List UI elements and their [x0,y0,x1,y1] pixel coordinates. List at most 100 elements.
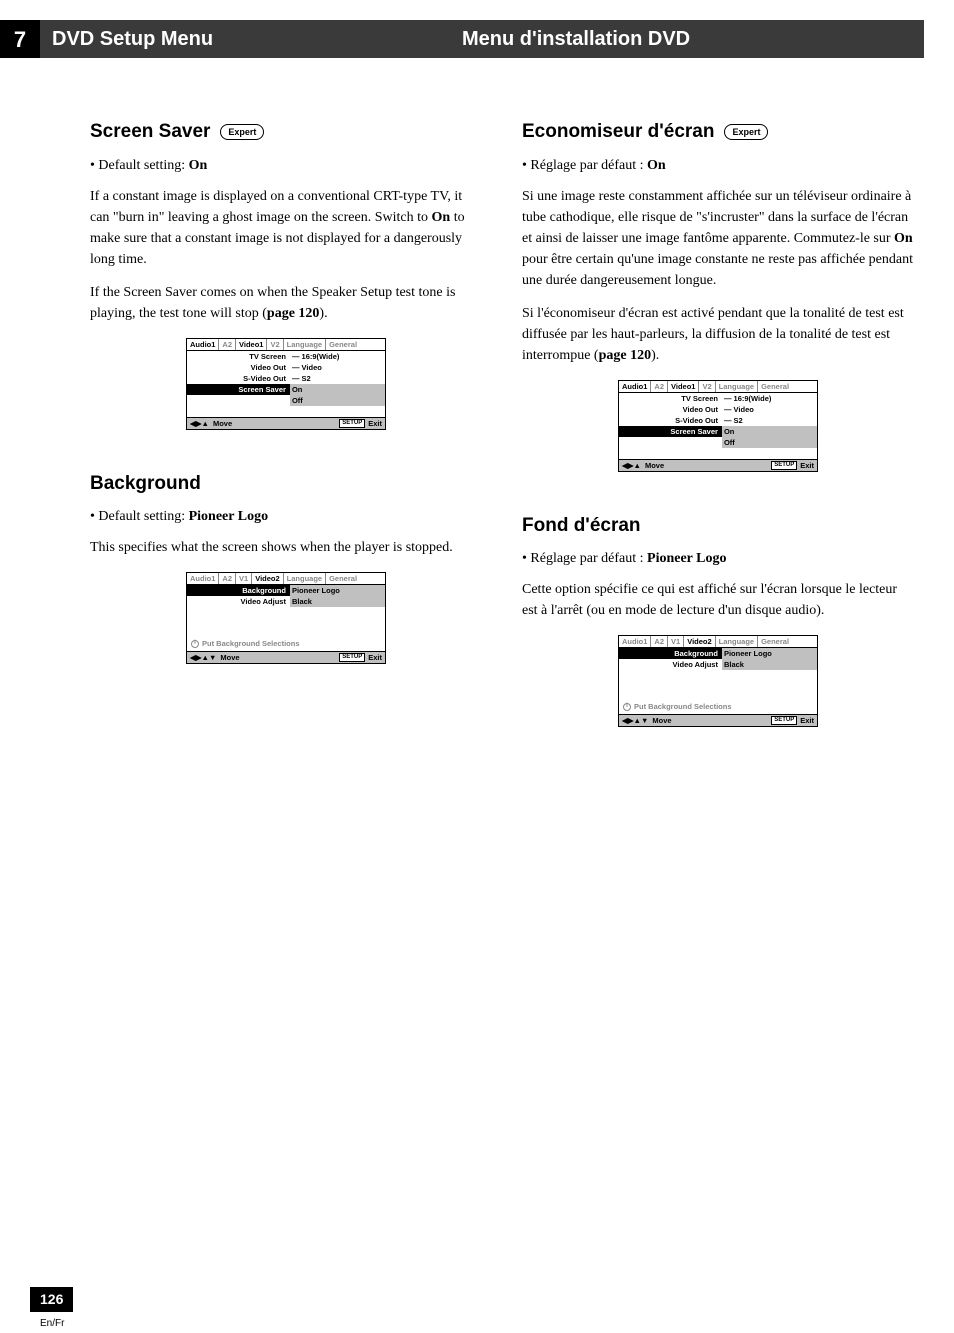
osd-tab: General [326,573,385,584]
footer-move: Move [220,653,239,662]
osd-tab: Audio1 [619,381,651,392]
info-icon: i [191,640,199,648]
text: pour être certain qu'une image constante… [522,252,913,288]
osd-value: Pioneer Logo [722,648,817,659]
osd-screenshot-video2: Audio1 A2 V1 Video2 Language General Bac… [618,635,818,727]
osd-label: Video Out [187,362,290,373]
default-setting-list: Default setting: On [90,155,482,176]
osd-value: On [290,384,385,395]
default-setting-item: Réglage par défaut : On [522,155,914,176]
osd-label: Video Adjust [187,596,290,607]
default-setting-list: Default setting: Pioneer Logo [90,506,482,527]
osd-row-option: Video AdjustBlack [187,596,385,607]
default-setting-item: Default setting: On [90,155,482,176]
osd-tab: V2 [699,381,715,392]
osd-row: Video Out— Video [619,404,817,415]
default-setting-list: Réglage par défaut : On [522,155,914,176]
osd-tab: Audio1 [187,573,219,584]
osd-tab: V1 [236,573,252,584]
osd-label: Video Out [619,404,722,415]
page-header: 7 DVD Setup Menu Menu d'installation DVD [0,20,954,58]
default-label: Default setting: [98,158,188,173]
osd-tab: Audio1 [187,339,219,350]
osd-tab: Audio1 [619,636,651,647]
default-setting-list: Réglage par défaut : Pioneer Logo [522,548,914,569]
osd-label: S-Video Out [619,415,722,426]
default-value: Pioneer Logo [647,551,726,566]
footer-exit: Exit [800,716,814,725]
osd-tab: A2 [651,381,668,392]
footer-move: Move [213,419,232,428]
osd-value: — S2 [722,415,817,426]
osd-body: BackgroundPioneer Logo Video AdjustBlack… [187,585,385,651]
osd-tab: A2 [219,573,236,584]
osd-tab-active: Video1 [668,381,699,392]
osd-row-option: Video AdjustBlack [619,659,817,670]
heading-background-fr: Fond d'écran [522,512,914,541]
osd-tab: A2 [651,636,668,647]
setup-button-icon: SETUP [771,716,797,725]
text-bold: On [432,210,451,225]
osd-value: On [722,426,817,437]
osd-value: Black [290,596,385,607]
osd-row-option: Off [619,437,817,448]
body-paragraph: Cette option spécifie ce qui est affiché… [522,579,914,621]
nav-arrows-icon: ◀▶▲ [190,419,209,428]
nav-arrows-icon: ◀▶▲▼ [190,653,216,662]
osd-screenshot-video2: Audio1 A2 V1 Video2 Language General Bac… [186,572,386,664]
text: If a constant image is displayed on a co… [90,189,462,225]
column-english: Screen Saver Expert Default setting: On … [90,118,482,767]
osd-tab-active: Video2 [252,573,283,584]
osd-row-highlighted: BackgroundPioneer Logo [187,585,385,596]
heading-text: Fond d'écran [522,512,641,541]
osd-tab: Language [284,573,326,584]
setup-button-icon: SETUP [339,653,365,662]
default-value: Pioneer Logo [189,509,268,524]
chapter-number: 7 [0,20,40,58]
osd-screenshot-video1: Audio1 A2 Video1 V2 Language General TV … [186,338,386,430]
column-french: Economiseur d'écran Expert Réglage par d… [522,118,914,767]
osd-row-option: Off [187,395,385,406]
default-setting-item: Default setting: Pioneer Logo [90,506,482,527]
osd-info-text: Put Background Selections [202,639,300,648]
osd-tabs: Audio1 A2 V1 Video2 Language General [187,573,385,585]
osd-row: S-Video Out— S2 [619,415,817,426]
heading-background-en: Background [90,470,482,499]
expert-badge: Expert [724,124,768,140]
info-icon: i [623,703,631,711]
osd-tab: General [326,339,385,350]
header-tail [924,20,954,58]
osd-screenshot-video1: Audio1 A2 Video1 V2 Language General TV … [618,380,818,472]
heading-text: Screen Saver [90,118,210,147]
setup-button-icon: SETUP [771,461,797,470]
osd-tab: V1 [668,636,684,647]
heading-screensaver-en: Screen Saver Expert [90,118,482,147]
text-bold: On [894,231,913,246]
osd-value: Black [722,659,817,670]
osd-footer: ◀▶▲▼ Move SETUP Exit [187,651,385,663]
osd-value: — Video [290,362,385,373]
osd-label: Screen Saver [187,384,290,395]
osd-value: — 16:9(Wide) [290,351,385,362]
footer-exit: Exit [368,419,382,428]
heading-text: Economiseur d'écran [522,118,714,147]
text: ). [651,348,659,363]
osd-label: Screen Saver [619,426,722,437]
osd-value: — S2 [290,373,385,384]
page-footer: 126 En/Fr [0,1287,954,1333]
osd-tabs: Audio1 A2 Video1 V2 Language General [619,381,817,393]
body-paragraph: If the Screen Saver comes on when the Sp… [90,282,482,324]
osd-info-text: Put Background Selections [634,702,732,711]
osd-value: — 16:9(Wide) [722,393,817,404]
setup-button-icon: SETUP [339,419,365,428]
osd-value: — Video [722,404,817,415]
body-paragraph: Si l'économiseur d'écran est activé pend… [522,303,914,366]
footer-exit: Exit [800,461,814,470]
osd-footer: ◀▶▲▼ Move SETUP Exit [619,714,817,726]
osd-label: TV Screen [619,393,722,404]
text: Si une image reste constamment affichée … [522,189,911,246]
osd-row-highlighted: Screen SaverOn [619,426,817,437]
osd-row: TV Screen— 16:9(Wide) [187,351,385,362]
osd-tab: General [758,636,817,647]
osd-body: TV Screen— 16:9(Wide) Video Out— Video S… [619,393,817,459]
